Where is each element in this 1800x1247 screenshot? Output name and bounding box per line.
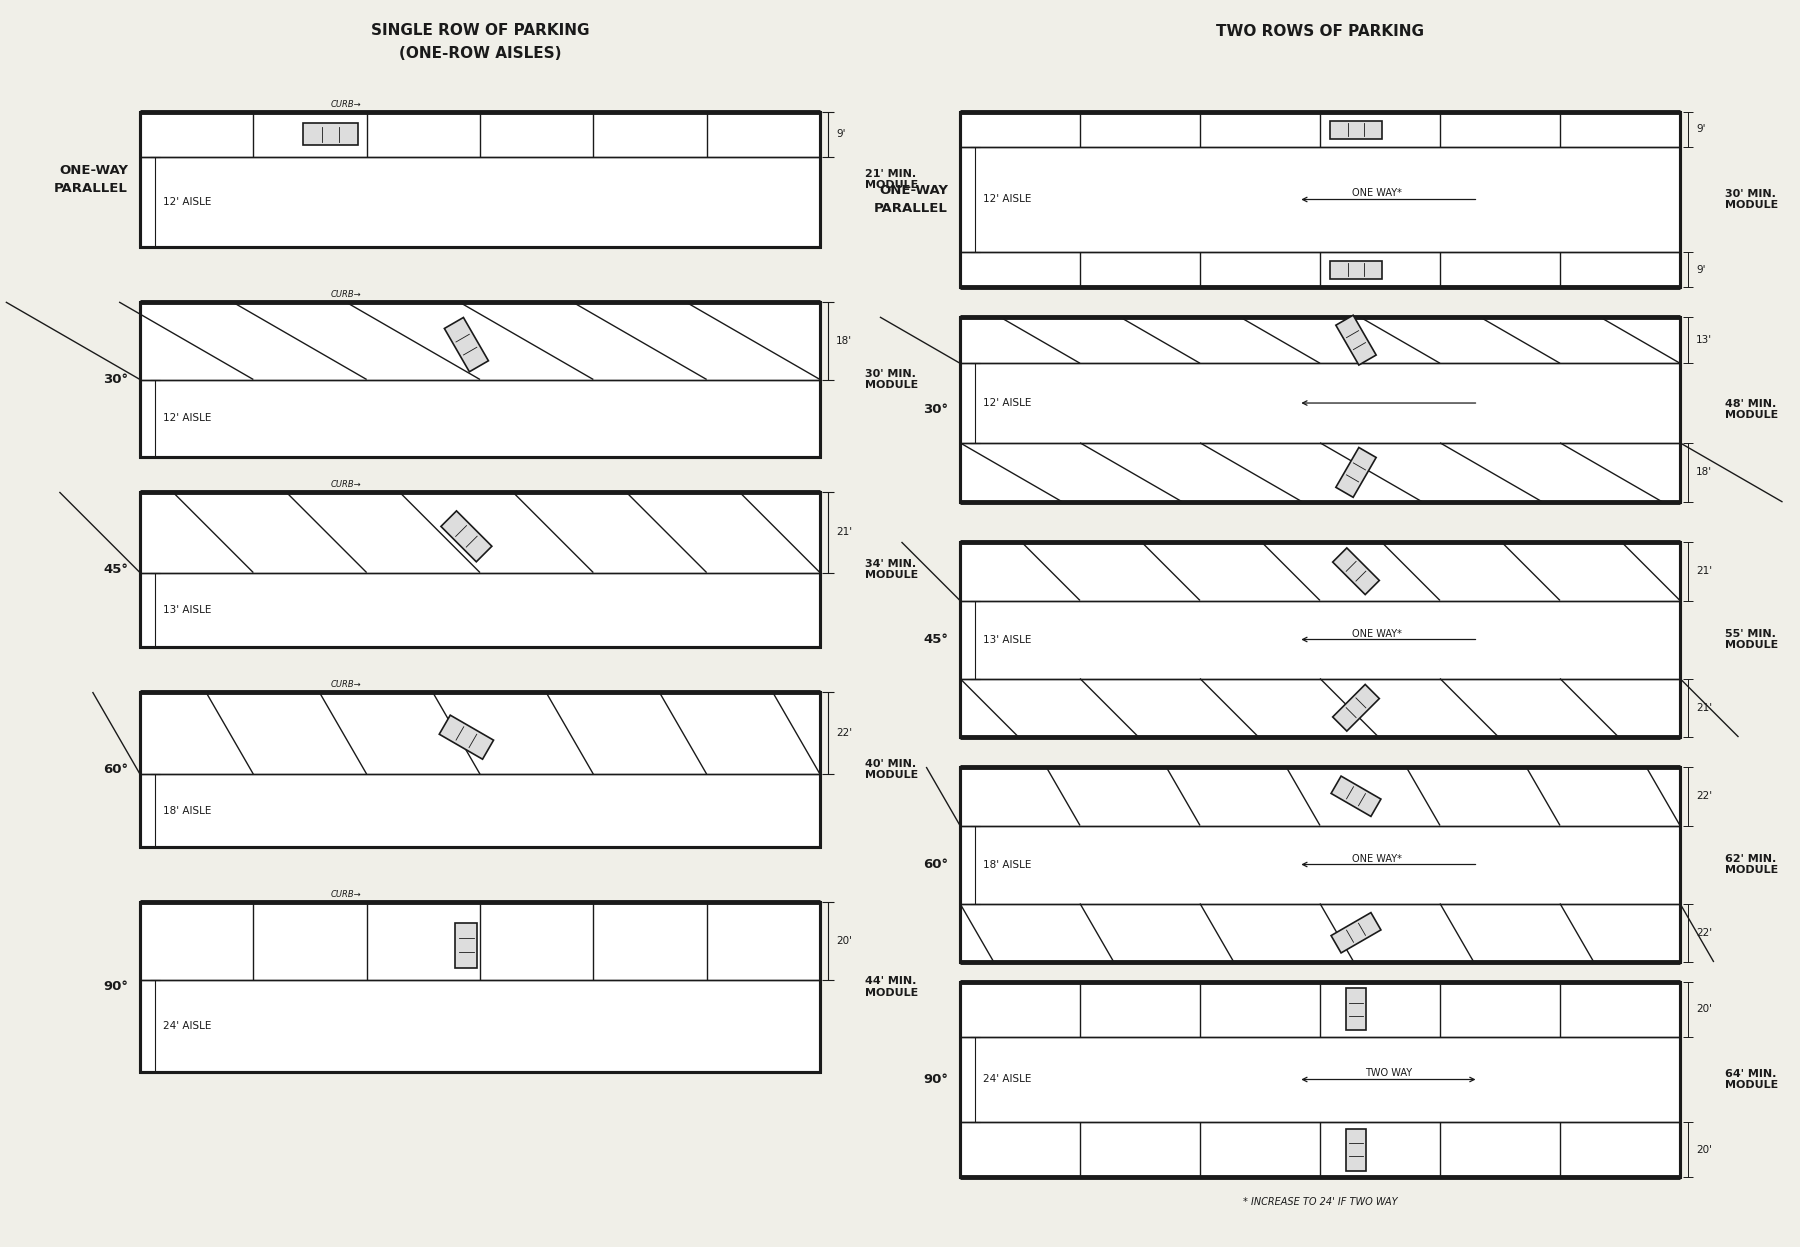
Bar [140,112,821,247]
Text: 45°: 45° [923,633,949,646]
Text: ONE-WAY
PARALLEL: ONE-WAY PARALLEL [875,185,949,214]
Text: ONE WAY*: ONE WAY* [1352,628,1402,638]
Bar [140,493,821,647]
Text: 60°: 60° [923,858,949,870]
Text: 9': 9' [1696,125,1705,135]
Polygon shape [1346,1129,1366,1171]
Text: 22': 22' [1696,928,1712,938]
Text: TWO WAY: TWO WAY [1364,1067,1411,1077]
Polygon shape [1336,315,1377,365]
Text: 18' AISLE: 18' AISLE [983,859,1031,869]
Text: 20': 20' [1696,1004,1712,1014]
Polygon shape [1330,776,1381,817]
Text: 90°: 90° [103,980,128,994]
Text: 21': 21' [1696,566,1712,576]
Polygon shape [441,511,491,562]
Text: 60°: 60° [103,763,128,776]
Text: 20': 20' [1696,1145,1712,1155]
Polygon shape [445,318,488,372]
Bar [959,767,1679,961]
Bar [959,542,1679,737]
Text: 24' AISLE: 24' AISLE [164,1021,211,1031]
Text: 13' AISLE: 13' AISLE [983,635,1031,645]
Text: 21' MIN.
MODULE: 21' MIN. MODULE [866,168,918,191]
Text: * INCREASE TO 24' IF TWO WAY: * INCREASE TO 24' IF TWO WAY [1242,1197,1397,1207]
Text: 9': 9' [835,130,846,140]
Text: 30' MIN.
MODULE: 30' MIN. MODULE [866,369,918,390]
Polygon shape [1332,547,1379,595]
Polygon shape [439,716,493,759]
Text: CURB→: CURB→ [331,890,362,899]
Text: 12' AISLE: 12' AISLE [983,195,1031,205]
Text: 12' AISLE: 12' AISLE [164,197,211,207]
Text: 34' MIN.
MODULE: 34' MIN. MODULE [866,559,918,580]
Polygon shape [1336,448,1377,498]
Text: 30' MIN.
MODULE: 30' MIN. MODULE [1724,188,1778,211]
Text: 13': 13' [1696,335,1712,345]
Text: 13' AISLE: 13' AISLE [164,605,211,615]
Text: 48' MIN.
MODULE: 48' MIN. MODULE [1724,399,1778,420]
Polygon shape [1330,121,1382,138]
Bar [140,302,821,456]
Text: 45°: 45° [103,562,128,576]
Text: 20': 20' [835,936,851,946]
Text: 30°: 30° [103,373,128,387]
Polygon shape [302,123,358,145]
Bar [959,981,1679,1177]
Text: CURB→: CURB→ [331,100,362,108]
Text: 44' MIN.
MODULE: 44' MIN. MODULE [866,976,918,998]
Text: ONE WAY*: ONE WAY* [1352,853,1402,863]
Text: 40' MIN.
MODULE: 40' MIN. MODULE [866,758,918,781]
Text: 12' AISLE: 12' AISLE [164,413,211,423]
Text: ONE-WAY
PARALLEL: ONE-WAY PARALLEL [54,165,128,195]
Polygon shape [1332,685,1379,731]
Text: 64' MIN.
MODULE: 64' MIN. MODULE [1724,1069,1778,1090]
Text: 30°: 30° [923,403,949,416]
Text: ONE WAY*: ONE WAY* [1352,188,1402,198]
Text: 22': 22' [835,728,851,738]
Text: 18': 18' [835,335,851,345]
Text: 9': 9' [1696,264,1705,274]
Text: CURB→: CURB→ [331,480,362,489]
Text: 55' MIN.
MODULE: 55' MIN. MODULE [1724,628,1778,650]
Bar [140,692,821,847]
Text: 22': 22' [1696,792,1712,802]
Bar [140,902,821,1072]
Text: 24' AISLE: 24' AISLE [983,1075,1031,1085]
Polygon shape [1346,989,1366,1030]
Polygon shape [1330,913,1381,953]
Text: 12' AISLE: 12' AISLE [983,398,1031,408]
Polygon shape [1330,261,1382,278]
Bar [959,112,1679,287]
Text: 21': 21' [835,527,851,537]
Text: 18': 18' [1696,468,1712,478]
Text: 21': 21' [1696,703,1712,713]
Text: TWO ROWS OF PARKING: TWO ROWS OF PARKING [1217,25,1424,40]
Bar [959,317,1679,503]
Text: CURB→: CURB→ [331,291,362,299]
Text: CURB→: CURB→ [331,680,362,690]
Text: 62' MIN.
MODULE: 62' MIN. MODULE [1724,854,1778,875]
Polygon shape [455,923,477,968]
Text: SINGLE ROW OF PARKING
(ONE-ROW AISLES): SINGLE ROW OF PARKING (ONE-ROW AISLES) [371,24,589,61]
Text: 90°: 90° [923,1072,949,1086]
Text: 18' AISLE: 18' AISLE [164,806,211,816]
